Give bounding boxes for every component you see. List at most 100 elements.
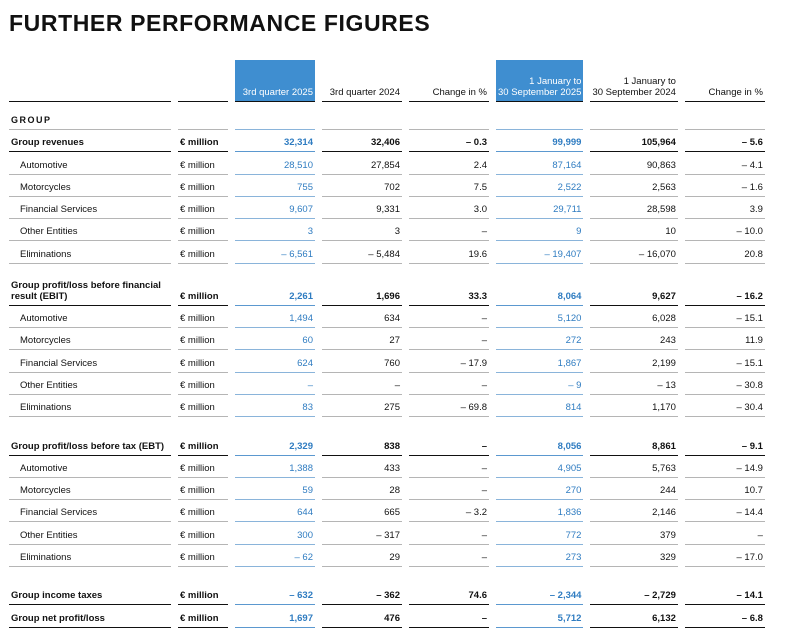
table-row: Motorcycles € million 755 702 7.5 2,522 2,563–… (9, 175, 765, 197)
column-header-line: 30 September 2024 (592, 87, 676, 98)
row-label: Group income taxes (9, 567, 171, 606)
value-cell: 1,170 (590, 395, 678, 418)
value-cell: 433 (322, 456, 402, 478)
value-cell: – 317 (322, 522, 402, 545)
row-unit: € million (178, 567, 228, 606)
value-cell: 10.7 (684, 478, 765, 501)
value-cell: – 16,070 (590, 241, 678, 264)
value-cell: 19.6 (409, 241, 489, 264)
column-header: 3rd quarter 2025 (235, 60, 315, 102)
value-cell: 300 (235, 522, 315, 545)
table-row: Eliminations € million 83 275 – 69.8 814 1,170… (9, 395, 765, 418)
row-unit: € million (178, 545, 228, 568)
row-unit: € million (178, 500, 228, 523)
value-cell: 8,064 (496, 264, 584, 306)
value-cell: – 632 (235, 567, 315, 606)
value-cell: 755 (235, 175, 315, 197)
value-cell: 624 (235, 350, 315, 373)
value-cell: 476 (322, 605, 402, 628)
value-cell: – 15.1 (684, 306, 765, 329)
row-label: Group profit/loss before tax (EBT) (9, 417, 171, 456)
row-unit: € million (178, 456, 228, 478)
value-cell: 2,146 (590, 500, 678, 523)
table-row: Eliminations € million – 6,561– 5,484 19.6–… (9, 241, 765, 264)
value-cell: 29,711 (496, 197, 584, 220)
value-cell: 1,697 (235, 605, 315, 628)
table-row: Eliminations € million – 62 29–273 329 – 17.0 (9, 545, 765, 568)
row-unit: € million (178, 522, 228, 545)
value-cell: 28,598 (590, 197, 678, 220)
table-row: Financial Services € million 644 665 – 3.2 1,… (9, 500, 765, 523)
value-cell: 9,627 (590, 264, 678, 306)
table-row: Automotive € million 1,388 433–4,905 5,763 – … (9, 456, 765, 478)
value-cell: 87,164 (496, 152, 584, 175)
column-header: 3rd quarter 2024 (322, 60, 402, 102)
value-cell: – (322, 373, 402, 395)
value-cell: – (684, 522, 765, 545)
column-header-line: 3rd quarter 2025 (242, 87, 313, 98)
value-cell: – (409, 605, 489, 628)
value-cell: – 2,344 (496, 567, 584, 606)
value-cell: 83 (235, 395, 315, 418)
value-cell: – 62 (235, 545, 315, 568)
table-row: Group profit/loss before tax (EBT) € mill… (9, 417, 765, 456)
table-row: Other Entities € million – – – – 9– 13– 30.8 (9, 373, 765, 395)
value-cell: 3 (322, 219, 402, 242)
value-cell: 32,406 (322, 130, 402, 153)
header-cell (178, 60, 228, 102)
column-header: 1 January to 30 September 2025 (496, 60, 584, 102)
value-cell: – 15.1 (684, 350, 765, 373)
value-cell: 275 (322, 395, 402, 418)
value-cell: 6,132 (590, 605, 678, 628)
value-cell: – 16.2 (684, 264, 765, 306)
column-header-line: 3rd quarter 2024 (329, 87, 400, 98)
table-row: Group net profit/loss € million 1,697 476–5… (9, 605, 765, 628)
value-cell: 665 (322, 500, 402, 523)
value-cell: 2,522 (496, 175, 584, 197)
column-header: 1 January to 30 September 2024 (590, 60, 678, 102)
value-cell: 33.3 (409, 264, 489, 306)
table-row: Financial Services € million 9,607 9,331 3.0… (9, 197, 765, 220)
table-row: Motorcycles € million 60 27–272 243 11.9 (9, 328, 765, 351)
row-label: Financial Services (9, 350, 171, 373)
value-cell: 2,563 (590, 175, 678, 197)
row-label: Automotive (9, 306, 171, 329)
value-cell: 5,763 (590, 456, 678, 478)
row-label: Eliminations (9, 395, 171, 418)
table-row: Motorcycles € million 59 28–270 244 10.7 (9, 478, 765, 501)
value-cell: 27,854 (322, 152, 402, 175)
value-cell (409, 102, 489, 130)
value-cell: – 5.6 (684, 130, 765, 153)
value-cell: 273 (496, 545, 584, 568)
value-cell (684, 102, 765, 130)
table-row: Other Entities € million 3 3–9 10– 10.0 (9, 219, 765, 242)
value-cell: 10 (590, 219, 678, 242)
table-row: Financial Services € million 624 760 – 17.9 1… (9, 350, 765, 373)
value-cell: 772 (496, 522, 584, 545)
value-cell: – 17.0 (684, 545, 765, 568)
column-header-line: Change in % (708, 87, 763, 98)
value-cell: 760 (322, 350, 402, 373)
value-cell: – 9 (496, 373, 584, 395)
row-unit: € million (178, 350, 228, 373)
row-label: Eliminations (9, 545, 171, 568)
table-row: Automotive € million 28,510 27,854 2.4 87,164… (9, 152, 765, 175)
value-cell (322, 102, 402, 130)
value-cell (590, 102, 678, 130)
value-cell: – (409, 456, 489, 478)
row-unit: € million (178, 241, 228, 264)
value-cell: 329 (590, 545, 678, 568)
value-cell: 105,964 (590, 130, 678, 153)
row-label: GROUP (9, 102, 171, 130)
value-cell: 814 (496, 395, 584, 418)
value-cell: – 10.0 (684, 219, 765, 242)
row-label: Group revenues (9, 130, 171, 153)
value-cell: 272 (496, 328, 584, 351)
value-cell: – 6,561 (235, 241, 315, 264)
row-label: Financial Services (9, 500, 171, 523)
row-unit: € million (178, 175, 228, 197)
value-cell: 28 (322, 478, 402, 501)
value-cell: 7.5 (409, 175, 489, 197)
value-cell: 1,696 (322, 264, 402, 306)
value-cell: – 0.3 (409, 130, 489, 153)
